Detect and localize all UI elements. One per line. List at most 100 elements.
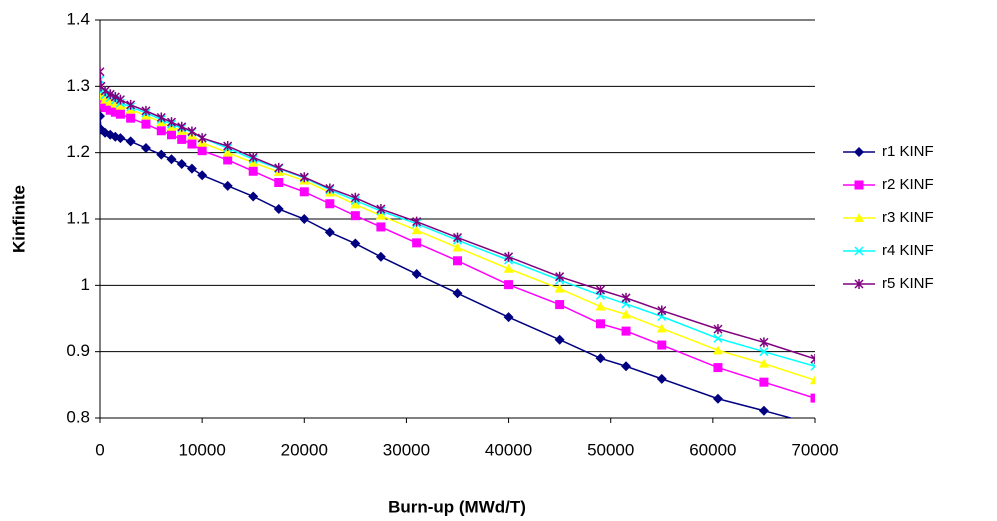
marker [100,111,105,122]
x-tick-label: 60000 [689,440,736,459]
marker [713,333,723,343]
marker [350,211,360,221]
marker [197,146,207,156]
marker [713,363,723,373]
marker [411,269,422,280]
marker [166,117,177,128]
marker [223,155,233,165]
marker [504,280,514,290]
marker [854,180,864,190]
marker [758,358,769,368]
series-line [100,79,815,367]
marker [100,103,110,113]
marker [759,347,769,357]
y-tick-label: 1.4 [66,9,90,28]
marker [115,94,125,105]
marker [657,340,667,350]
marker [412,216,422,227]
marker [115,133,126,144]
x-tick-label: 40000 [485,440,532,459]
marker [503,312,514,323]
marker [810,353,815,364]
marker [299,187,309,197]
marker [100,85,110,96]
marker [274,162,284,173]
marker [299,214,310,224]
marker [197,170,208,181]
marker [187,139,197,149]
marker [854,279,864,289]
marker [854,213,864,222]
marker [452,288,463,299]
marker [325,199,335,209]
x-tick-label: 0 [95,440,104,459]
marker [141,105,151,116]
marker [324,227,335,238]
marker [248,152,258,163]
marker [453,256,462,266]
marker [100,75,105,85]
marker [621,361,632,372]
series-line [100,116,794,418]
marker [554,283,565,293]
marker [100,66,105,77]
marker [140,143,151,154]
marker [656,373,667,384]
marker [854,246,864,256]
marker [759,337,769,348]
marker [126,113,136,123]
legend-label: r2 KINF [882,176,934,193]
marker [376,204,386,215]
marker [452,232,463,243]
marker [166,154,177,165]
marker [555,271,565,282]
y-tick-label: 1 [81,275,90,294]
marker [854,147,864,157]
marker [596,319,605,329]
marker [248,166,258,176]
y-tick-label: 0.9 [66,341,90,360]
marker [621,292,631,303]
marker [554,334,565,345]
y-tick-label: 1.1 [66,208,90,227]
marker [125,136,136,147]
x-tick-label: 10000 [179,440,226,459]
legend-label: r1 KINF [882,143,934,160]
marker [810,361,815,371]
marker [621,309,632,319]
marker [176,158,187,169]
plot-area [100,66,815,418]
marker [126,99,136,110]
marker [156,112,166,123]
marker [712,345,723,355]
marker [222,180,233,191]
x-tick-label: 70000 [791,440,838,459]
marker [412,238,422,248]
marker [452,242,463,252]
y-axis-label: Kinfinite [9,185,28,253]
marker [712,393,723,404]
marker [156,149,167,160]
marker [325,183,335,194]
marker [350,238,361,249]
marker [156,126,166,136]
marker [411,225,422,235]
marker [810,393,815,403]
marker [657,305,667,316]
marker [115,100,126,110]
series-line [100,71,815,360]
marker [273,204,284,215]
marker [186,163,197,174]
marker [110,107,120,117]
marker [376,222,386,232]
y-tick-label: 1.2 [66,142,90,161]
x-tick-label: 50000 [587,440,634,459]
x-tick-label: 20000 [281,440,328,459]
x-tick-label: 30000 [383,440,430,459]
legend-label: r3 KINF [882,209,934,226]
marker [375,210,386,220]
marker [105,89,115,100]
marker [350,199,361,209]
marker [167,130,176,140]
